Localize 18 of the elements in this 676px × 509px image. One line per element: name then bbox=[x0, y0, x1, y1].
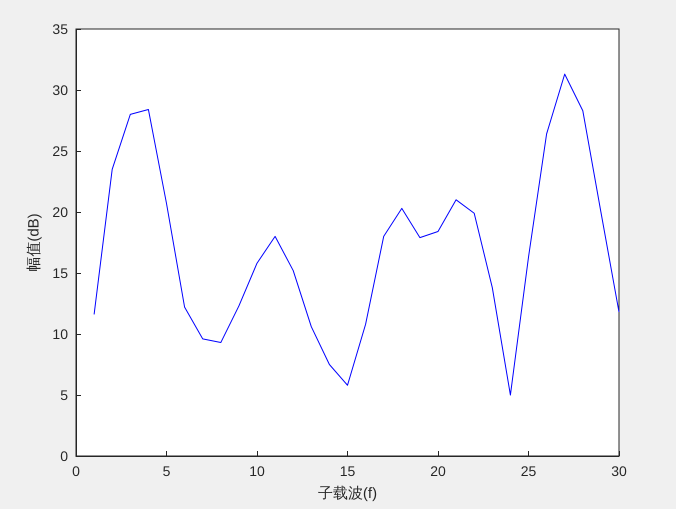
y-tick-label: 10 bbox=[52, 326, 68, 342]
y-tick-label: 30 bbox=[52, 82, 68, 98]
y-tick-label: 15 bbox=[52, 265, 68, 281]
y-tick-label: 25 bbox=[52, 143, 68, 159]
y-tick-label: 0 bbox=[60, 448, 68, 464]
x-axis-title: 子载波(f) bbox=[318, 485, 378, 502]
y-axis-title: 幅值(dB) bbox=[26, 213, 43, 272]
x-tick-label: 25 bbox=[520, 463, 536, 479]
x-tick-label: 10 bbox=[249, 463, 265, 479]
y-tick-label: 5 bbox=[60, 387, 68, 403]
y-tick-label: 35 bbox=[52, 21, 68, 37]
x-tick-label: 5 bbox=[162, 463, 171, 479]
y-tick-label: 20 bbox=[52, 204, 68, 220]
line-series bbox=[94, 74, 620, 396]
x-tick-label: 0 bbox=[72, 463, 80, 479]
x-tick-label: 15 bbox=[340, 463, 356, 479]
x-tick-label: 30 bbox=[611, 463, 627, 479]
x-tick-label: 20 bbox=[430, 463, 446, 479]
